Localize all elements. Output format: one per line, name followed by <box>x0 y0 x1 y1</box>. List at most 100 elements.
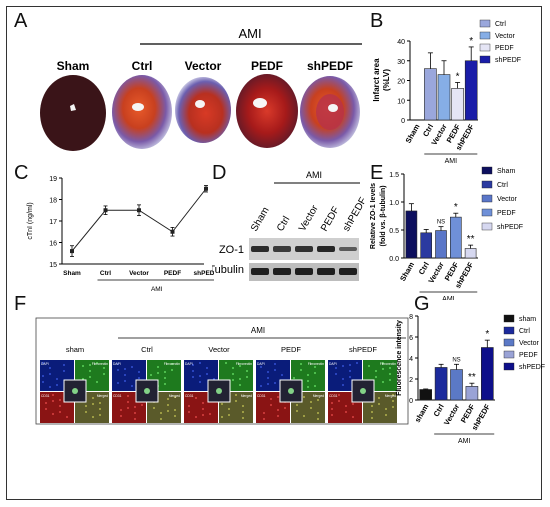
if-speckle <box>317 399 319 401</box>
if-speckle <box>338 400 340 402</box>
if-speckle <box>174 415 176 417</box>
if-tile-label: Merged <box>97 394 108 398</box>
if-speckle <box>221 416 223 418</box>
legend-swatch-shpedf <box>503 362 515 371</box>
if-speckle <box>242 405 244 407</box>
if-speckle <box>59 411 61 413</box>
significance-pedf: * <box>454 202 458 213</box>
if-speckle <box>188 405 190 407</box>
if-speckle <box>96 362 98 364</box>
if-speckle <box>63 364 65 366</box>
if-speckle <box>342 378 344 380</box>
panel-a-label-pedf: PEDF <box>251 59 283 73</box>
legend-swatch-sham <box>481 166 493 175</box>
if-speckle <box>171 369 173 371</box>
if-speckle <box>368 365 370 367</box>
bar-vector <box>437 74 451 121</box>
legend-label-pedf: PEDF <box>497 210 516 217</box>
blot-row-tubulin: β-Tubulin <box>212 264 244 276</box>
legend-label-shpedf: shPEDF <box>519 364 545 371</box>
if-speckle <box>389 379 391 381</box>
legend-swatch-sham <box>503 314 515 323</box>
bar-vector <box>450 369 463 401</box>
if-speckle <box>89 364 91 366</box>
y-tick-label: 2 <box>409 377 413 384</box>
legend-swatch-ctrl <box>481 180 493 189</box>
if-speckle <box>352 416 354 418</box>
if-speckle <box>389 367 391 369</box>
if-speckle <box>371 405 373 407</box>
heart-section-vector <box>175 77 231 143</box>
if-tile-label: Merged <box>241 394 252 398</box>
if-speckle <box>277 415 279 417</box>
bar-pedf <box>465 386 479 401</box>
if-speckle <box>209 413 211 415</box>
if-speckle <box>141 404 143 406</box>
if-speckle <box>164 371 166 373</box>
significance-pedf: ** <box>468 372 476 383</box>
if-speckle <box>99 414 101 416</box>
legend-swatch-pedf <box>481 208 493 217</box>
if-speckle <box>382 381 384 383</box>
significance-shpedf: * <box>485 329 489 340</box>
bar-pedf <box>450 216 462 259</box>
if-speckle <box>281 374 283 376</box>
if-speckle <box>317 412 319 414</box>
blot-lane-pedf: PEDF <box>319 205 342 234</box>
if-speckle <box>49 373 51 375</box>
if-tile-label: Fibronectin <box>236 362 252 366</box>
if-speckle <box>45 408 47 410</box>
if-speckle <box>349 364 351 366</box>
if-speckle <box>92 397 94 399</box>
if-tile-label: DAPI <box>185 362 193 366</box>
legend-label-shpedf: shPEDF <box>495 57 521 64</box>
if-speckle <box>331 414 333 416</box>
if-speckle <box>89 376 91 378</box>
if-speckle <box>317 418 319 420</box>
point-ctrl <box>103 208 108 213</box>
if-speckle <box>202 408 204 410</box>
if-speckle <box>82 365 84 367</box>
if-speckle <box>307 374 309 376</box>
bar-pedf <box>451 88 464 121</box>
if-speckle <box>338 394 340 396</box>
panel-a-label-sham: Sham <box>57 59 90 73</box>
if-speckle <box>82 378 84 380</box>
if-speckle <box>63 370 65 372</box>
if-speckle <box>49 386 51 388</box>
if-speckle <box>300 369 302 371</box>
if-speckle <box>199 375 201 377</box>
legend-swatch-pedf <box>503 350 515 359</box>
bar-shpedf <box>464 60 478 121</box>
if-speckle <box>345 411 347 413</box>
y-axis-label: Infarct area(%LV) <box>372 58 391 102</box>
panel-letter-c: C <box>14 162 29 184</box>
heart-section-sham <box>40 75 106 151</box>
if-speckle <box>356 362 358 364</box>
legend-swatch-vector <box>479 31 491 40</box>
if-speckle <box>335 373 337 375</box>
if-speckle <box>385 414 387 416</box>
if-speckle <box>303 415 305 417</box>
y-tick-label: 0.5 <box>389 228 399 235</box>
if-speckle <box>42 362 44 364</box>
y-tick-label: 20 <box>397 79 405 86</box>
if-speckle <box>120 409 122 411</box>
blot-lane-vector: Vector <box>297 203 321 234</box>
if-speckle <box>92 416 94 418</box>
x-tick-label-ctrl: Ctrl <box>100 270 111 277</box>
panel-letter-a: A <box>14 10 28 32</box>
if-speckle <box>260 366 262 368</box>
if-speckle <box>382 368 384 370</box>
y-tick-label: 17 <box>49 219 57 226</box>
blot-lane-sham: Sham <box>249 205 272 233</box>
if-inset-cell <box>144 388 150 394</box>
significance-vector: NS <box>452 357 460 363</box>
if-speckle <box>138 377 140 379</box>
if-inset-cell <box>72 388 78 394</box>
if-speckle <box>127 395 129 397</box>
if-speckle <box>127 401 129 403</box>
y-tick-label: 0.0 <box>389 256 399 263</box>
group-label: AMI <box>445 158 458 165</box>
y-tick-label: 19 <box>49 176 57 183</box>
